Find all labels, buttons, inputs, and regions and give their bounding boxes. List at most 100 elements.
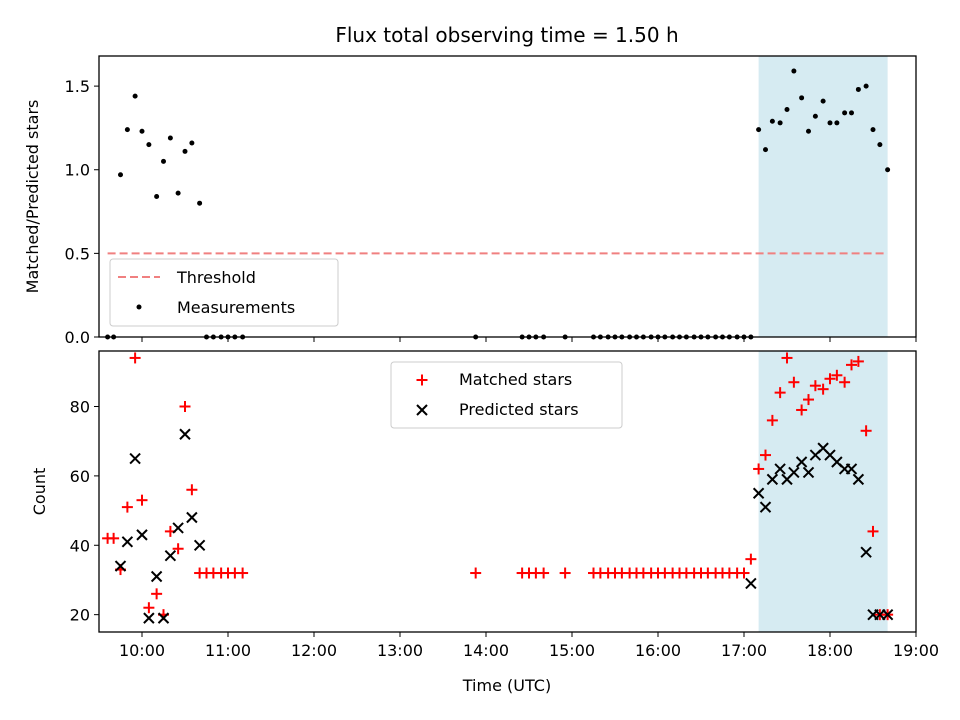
- predicted-star-point: [759, 501, 772, 513]
- bottom-x-tick-label: 19:00: [893, 641, 939, 660]
- bottom-legend-box: [390, 361, 623, 429]
- measurement-point: [167, 135, 173, 141]
- measurement-point: [827, 120, 833, 126]
- x-axis-label: Time (UTC): [462, 676, 551, 695]
- measurement-point: [132, 93, 138, 99]
- matched-star-point: [745, 553, 757, 565]
- legend-predicted-label: Predicted stars: [459, 400, 579, 419]
- predicted-star-point: [114, 560, 127, 572]
- legend-x-marker: [416, 404, 428, 416]
- bottom-y-tick-label: 20: [70, 606, 90, 625]
- bottom-y-tick-label: 60: [70, 467, 90, 486]
- predicted-star-point: [157, 612, 170, 624]
- measurement-point: [124, 127, 130, 133]
- predicted-star-point: [802, 466, 815, 479]
- measurement-point: [189, 140, 195, 146]
- measurement-point: [154, 194, 160, 199]
- predicted-star-point: [172, 522, 184, 534]
- matched-star-point: [108, 532, 120, 544]
- measurement-point: [139, 128, 145, 134]
- figure-title: Flux total observing time = 1.50 h: [335, 23, 678, 47]
- predicted-star-point: [766, 473, 779, 486]
- matched-star-point: [788, 376, 800, 388]
- matched-star-point: [824, 373, 836, 385]
- measurement-point: [849, 110, 854, 116]
- legend-measurements-label: Measurements: [177, 298, 295, 317]
- measurement-point: [855, 86, 861, 92]
- matched-star-point: [136, 494, 148, 506]
- bottom-x-tick-label: 16:00: [635, 641, 681, 660]
- matched-star-point: [839, 376, 851, 388]
- measurement-point: [877, 142, 883, 148]
- measurement-point: [812, 113, 818, 119]
- bottom-x-tick-label: 13:00: [377, 641, 423, 660]
- bottom-x-tick-label: 11:00: [205, 641, 251, 660]
- predicted-star-point: [788, 466, 800, 479]
- top-y-tick-label: 1.0: [65, 161, 90, 180]
- matched-star-point: [172, 543, 184, 555]
- matched-star-point: [852, 355, 864, 367]
- top-axes-frame: [98, 55, 917, 338]
- matched-star-point: [831, 369, 843, 381]
- matched-star-point: [809, 380, 821, 392]
- top-observing-window-shade: [758, 56, 888, 337]
- matched-star-point: [781, 352, 793, 364]
- measurement-point: [885, 167, 891, 173]
- legend-plus-marker: [416, 374, 428, 386]
- measurement-point: [777, 120, 783, 126]
- measurement-point: [763, 147, 768, 153]
- bottom-x-tick-label: 17:00: [721, 641, 767, 660]
- bottom-y-axis-label: Count: [30, 468, 49, 516]
- top-legend-box: [109, 258, 339, 327]
- matched-star-point: [186, 484, 198, 496]
- measurement-point: [175, 190, 181, 196]
- top-legend: Threshold Measurements: [109, 258, 339, 327]
- matched-star-point: [237, 567, 249, 579]
- bottom-legend: Matched stars Predicted stars: [390, 361, 623, 429]
- legend-predicted-swatch: [416, 404, 428, 416]
- top-y-tick-label: 0.5: [65, 244, 90, 263]
- predicted-star-point: [150, 570, 163, 583]
- bottom-x-tick-label: 15:00: [549, 641, 595, 660]
- measurement-point: [799, 95, 805, 101]
- legend-matched-swatch: [416, 374, 428, 386]
- predicted-star-point: [136, 529, 148, 541]
- matched-star-point: [860, 425, 872, 437]
- bottom-x-tick-label: 18:00: [807, 641, 853, 660]
- top-axis-ticks: 0.0 0.5 1.0 1.5: [65, 77, 917, 347]
- matched-star-point: [121, 501, 133, 513]
- measurement-point: [756, 127, 762, 133]
- measurement-point: [146, 142, 152, 148]
- measurement-point: [784, 107, 790, 113]
- matched-star-point: [143, 602, 155, 614]
- matched-star-point: [817, 383, 829, 395]
- measurement-point: [197, 200, 203, 206]
- predicted-star-point: [164, 549, 177, 562]
- bottom-y-tick-label: 40: [70, 536, 90, 555]
- matched-star-point: [559, 567, 571, 579]
- measurement-point: [791, 68, 797, 74]
- predicted-star-point: [193, 539, 206, 551]
- matched-star-point: [867, 525, 879, 537]
- predicted-star-point: [795, 456, 808, 468]
- matched-star-point: [738, 567, 750, 579]
- top-y-tick-label: 1.5: [65, 77, 90, 96]
- predicted-star-point: [881, 608, 894, 621]
- predicted-star-point: [129, 452, 141, 465]
- bottom-x-tick-label: 12:00: [291, 641, 337, 660]
- predicted-star-point: [179, 428, 191, 440]
- matched-star-point: [753, 463, 765, 475]
- predicted-star-point: [143, 612, 155, 624]
- matched-star-point: [774, 387, 786, 399]
- bottom-y-tick-label: 80: [70, 398, 90, 417]
- measurement-point: [870, 127, 876, 133]
- legend-threshold-label: Threshold: [176, 268, 256, 287]
- legend-measurement-swatch: [136, 304, 142, 310]
- predicted-star-point: [121, 536, 134, 548]
- measurement-points: [105, 68, 891, 340]
- predicted-star-point: [774, 463, 786, 475]
- legend-matched-label: Matched stars: [459, 370, 572, 389]
- predicted-star-point: [745, 577, 757, 590]
- matched-star-point: [179, 401, 191, 413]
